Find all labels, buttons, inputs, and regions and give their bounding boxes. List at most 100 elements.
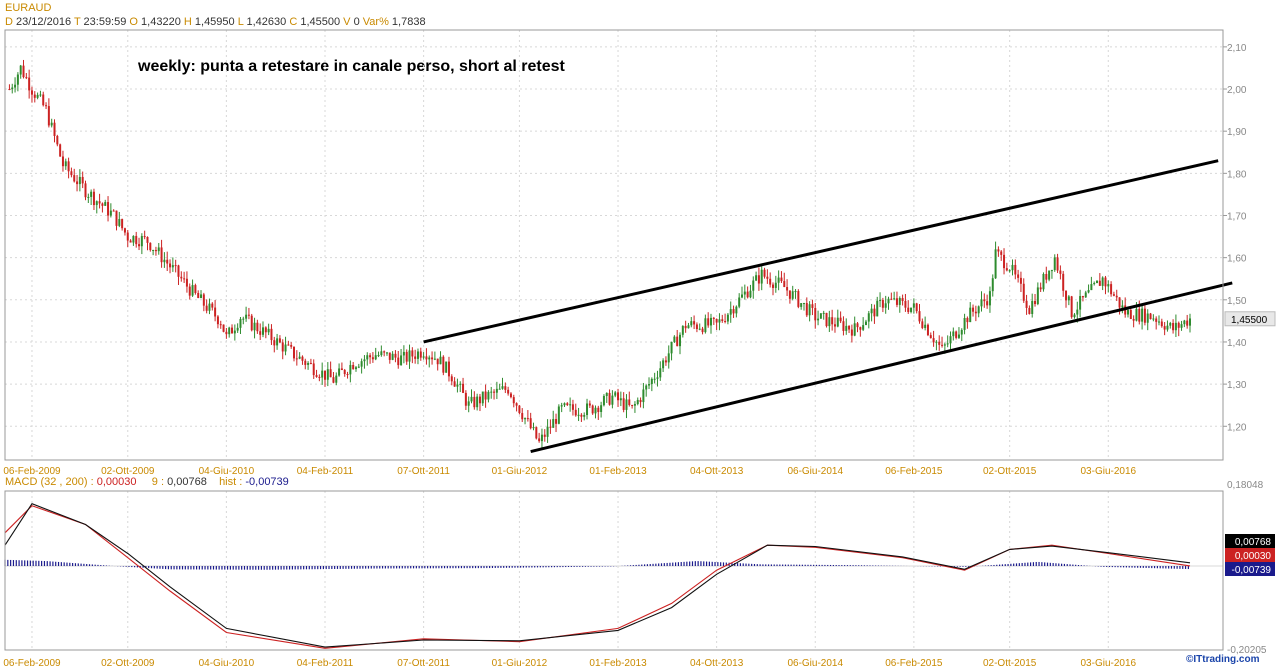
price-tick-label: 1,30 [1227, 380, 1247, 391]
candle-body [619, 398, 622, 401]
candle-body [259, 331, 262, 335]
date-tick-label: 07-Ott-2011 [397, 658, 450, 668]
candle-body [146, 236, 149, 243]
candle-body [228, 327, 231, 335]
candle-body [763, 269, 766, 277]
candle-body [231, 327, 234, 334]
candle-body [326, 369, 329, 380]
candle-body [197, 292, 200, 298]
candle-body [1011, 264, 1014, 271]
candle-body [394, 353, 397, 358]
candle-body [414, 356, 417, 359]
candle-body [577, 414, 580, 416]
candle-body [1132, 318, 1135, 321]
candle-body [293, 346, 296, 359]
candle-body [848, 325, 851, 330]
candle-body [95, 201, 98, 206]
candle-body [276, 338, 279, 346]
candle-body [710, 317, 713, 326]
candle-body [788, 290, 791, 299]
candle-body [715, 318, 718, 323]
candle-body [1169, 323, 1172, 326]
macd-x-axis: 06-Feb-2009 02-Ott-2009 04-Giu-2010 04-Feb-… [3, 658, 1136, 668]
candle-body [1118, 297, 1121, 308]
candle-body [1127, 309, 1130, 315]
candle-body [755, 275, 758, 281]
candle-body [1081, 296, 1084, 298]
candle-body [191, 285, 194, 296]
candle-body [419, 351, 422, 358]
macd-lines [4, 503, 1191, 649]
candle-body [1022, 283, 1025, 301]
candle-body [470, 396, 473, 402]
candle-body [1053, 257, 1056, 271]
candle-body [112, 210, 115, 212]
candle-body [552, 419, 555, 428]
candle-body [586, 403, 589, 416]
candle-body [484, 391, 487, 400]
candle-body [1163, 326, 1166, 330]
candle-body [780, 277, 783, 282]
candle-body [250, 315, 253, 331]
candle-body [814, 307, 817, 321]
candle-body [329, 369, 332, 378]
candle-body [473, 396, 476, 408]
footer-brand[interactable]: ©ITtrading.com [1186, 654, 1260, 665]
candle-body [312, 363, 315, 376]
candle-body [924, 324, 927, 328]
candle-body [862, 325, 865, 330]
date-tick-label: 06-Feb-2009 [3, 658, 61, 668]
candle-body [836, 317, 839, 327]
candle-body [47, 106, 50, 126]
price-trendlines [423, 159, 1233, 454]
candle-body [1093, 282, 1096, 285]
candle-body [456, 384, 459, 387]
candle-body [450, 376, 453, 382]
date-tick-label: 04-Ott-2013 [690, 466, 744, 477]
candle-body [177, 265, 180, 277]
date-tick-label: 02-Ott-2009 [101, 466, 155, 477]
candle-body [667, 353, 670, 363]
candle-body [278, 338, 281, 343]
price-tick-label: 2,00 [1227, 85, 1247, 96]
candle-body [383, 351, 386, 353]
candle-body [1062, 273, 1065, 291]
header-ohlc: D 23/12/2016 T 23:59:59 O 1,43220 H 1,45… [5, 16, 426, 28]
candle-body [374, 355, 377, 360]
candle-body [864, 321, 867, 326]
last-price-box [1224, 311, 1276, 327]
candle-body [563, 403, 566, 406]
candle-body [797, 291, 800, 307]
candle-body [625, 399, 628, 410]
price-frame [4, 29, 1224, 461]
price-tick-label: 2,10 [1227, 43, 1247, 54]
candle-body [957, 334, 960, 338]
candle-body [580, 414, 583, 417]
candle-body [560, 405, 563, 407]
candle-body [143, 236, 146, 238]
candle-body [1090, 284, 1093, 291]
candle-body [501, 386, 504, 389]
candle-body [267, 328, 270, 333]
candle-body [918, 311, 921, 322]
candle-body [433, 358, 436, 360]
macd-histogram [4, 559, 1189, 570]
candle-body [76, 181, 79, 185]
candle-body [676, 336, 679, 347]
candle-body [1003, 254, 1006, 269]
candle-body [498, 388, 501, 390]
date-tick-label: 01-Giu-2012 [492, 658, 548, 668]
macd-signal-label: 9 : [151, 476, 164, 488]
candle-body [960, 329, 963, 335]
candle-body [873, 308, 876, 317]
header-close: 1,45500 [300, 16, 341, 28]
candle-body [738, 297, 741, 307]
candle-body [1110, 284, 1113, 295]
price-tick-label: 1,50 [1227, 296, 1247, 307]
candle-body [597, 407, 600, 412]
candle-body [377, 355, 380, 357]
candle-body [92, 191, 95, 206]
candle-body [955, 331, 958, 338]
